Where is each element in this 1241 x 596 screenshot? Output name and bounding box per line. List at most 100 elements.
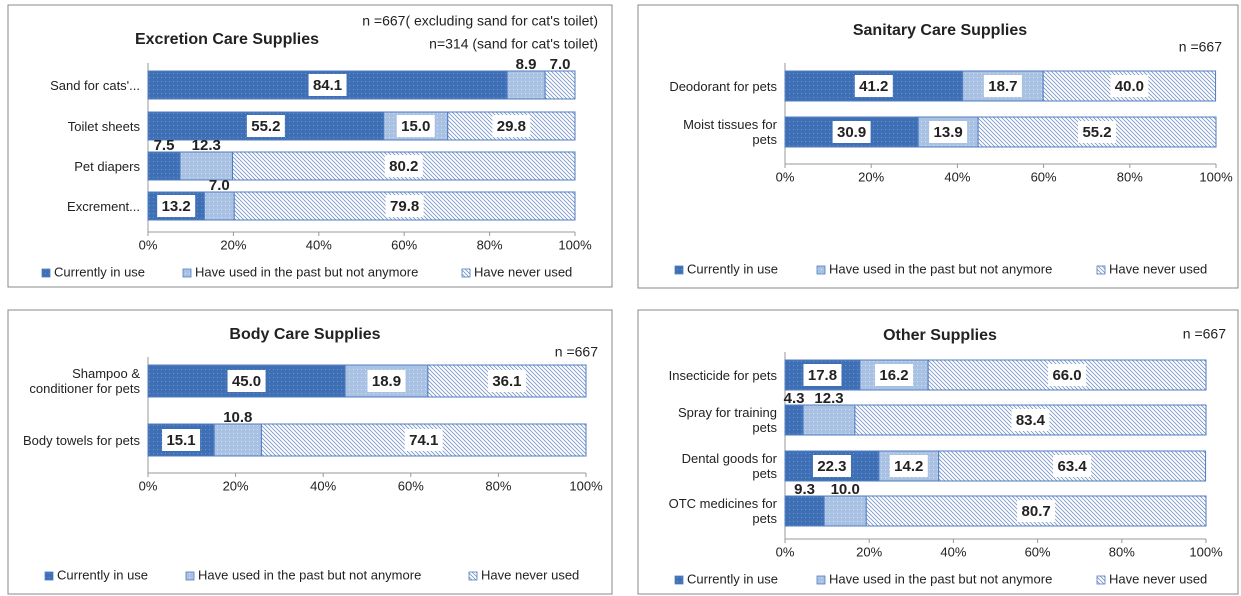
value-label-bg <box>889 455 928 477</box>
legend-swatch <box>41 268 51 278</box>
category-label-box: Spray for training pets <box>678 405 777 435</box>
category-label: Sand for cats'... <box>50 77 140 93</box>
category-label: Insecticide for pets <box>668 367 777 383</box>
legend-label: Currently in use <box>687 571 778 586</box>
value-label: 66.0 <box>1052 367 1081 384</box>
value-label: 16.2 <box>879 367 908 384</box>
value-label-bg <box>1048 364 1087 386</box>
value-label-bg <box>983 75 1022 97</box>
bar-segment <box>802 404 856 436</box>
value-label: 45.0 <box>232 373 261 390</box>
legend-swatch <box>816 265 826 275</box>
value-label: 83.4 <box>1016 412 1046 429</box>
x-tick-label: 40% <box>310 478 336 493</box>
x-tick-label: 80% <box>485 478 511 493</box>
category-label: OTC medicines for pets <box>668 496 777 526</box>
value-label: 4.3 <box>784 390 805 407</box>
value-label: 29.8 <box>497 118 526 135</box>
category-label-box: Deodorant for pets <box>669 79 777 94</box>
value-label-bg <box>487 370 526 392</box>
value-label: 9.3 <box>794 481 815 498</box>
category-label-box: Toilet sheets <box>67 118 140 134</box>
panel-frame <box>7 309 613 595</box>
value-label-bg <box>385 195 424 217</box>
value-label: 14.2 <box>894 458 923 475</box>
category-label-box: Insecticide for pets <box>668 367 777 383</box>
value-label-bg <box>875 364 914 386</box>
value-label: 7.0 <box>550 56 571 73</box>
bar-segment <box>506 70 546 100</box>
category-label-box: Excrement... <box>67 198 140 214</box>
legend-swatch <box>468 571 478 581</box>
value-label: 84.1 <box>313 77 342 94</box>
legend-swatch <box>1096 575 1106 585</box>
x-tick-label: 100% <box>569 478 603 493</box>
category-label-box: OTC medicines for pets <box>668 496 777 526</box>
x-tick-label: 20% <box>856 544 882 559</box>
category-label: Toilet sheets <box>67 118 140 134</box>
legend-swatch <box>44 571 54 581</box>
value-label: 63.4 <box>1058 458 1088 475</box>
x-tick-label: 80% <box>1109 544 1135 559</box>
x-tick-label: 80% <box>1117 169 1143 184</box>
value-label: 40.0 <box>1115 78 1144 95</box>
legend-label: Currently in use <box>57 567 148 582</box>
x-tick-label: 60% <box>398 478 424 493</box>
x-tick-label: 0% <box>776 169 795 184</box>
legend-label: Have never used <box>481 567 579 582</box>
x-tick-label: 20% <box>858 169 884 184</box>
category-label: Excrement... <box>67 198 140 214</box>
x-tick-label: 100% <box>1189 544 1223 559</box>
chart-title: Other Supplies <box>883 327 997 344</box>
category-label: Shampoo & conditioner for pets <box>29 366 140 396</box>
value-label: 7.0 <box>209 177 230 194</box>
legend-label: Currently in use <box>54 264 145 279</box>
value-label: 74.1 <box>409 432 438 449</box>
value-label: 18.7 <box>988 78 1017 95</box>
value-label: 12.3 <box>192 137 221 154</box>
x-tick-label: 40% <box>306 237 332 252</box>
value-label-bg <box>1011 409 1050 431</box>
legend-swatch <box>674 575 684 585</box>
chart-title: Excretion Care Supplies <box>135 31 319 48</box>
value-label-bg <box>812 455 851 477</box>
value-label: 41.2 <box>859 78 888 95</box>
panel-frame <box>7 4 613 288</box>
value-label: 18.9 <box>372 373 401 390</box>
category-label: Pet diapers <box>74 158 140 174</box>
legend-swatch <box>816 575 826 585</box>
x-tick-label: 60% <box>1031 169 1057 184</box>
category-label: Body towels for pets <box>22 432 140 448</box>
value-label: 79.8 <box>390 198 419 215</box>
bar-segment <box>213 423 262 457</box>
x-tick-label: 0% <box>776 544 795 559</box>
legend-swatch <box>185 571 195 581</box>
bar-segment <box>823 495 867 527</box>
bar-segment <box>784 404 804 436</box>
value-label-bg <box>157 195 196 217</box>
value-label-bg <box>227 370 266 392</box>
annotation: n =667( excluding sand for cat's toilet) <box>362 13 598 29</box>
category-label: Dental goods for pets <box>681 451 777 481</box>
value-label: 36.1 <box>492 373 521 390</box>
x-tick-label: 80% <box>477 237 503 252</box>
legend-swatch <box>1096 265 1106 275</box>
value-label: 80.7 <box>1022 503 1051 520</box>
category-label-box: Sand for cats'... <box>50 77 140 93</box>
value-label: 30.9 <box>837 124 866 141</box>
value-label: 80.2 <box>389 158 418 175</box>
x-tick-label: 20% <box>220 237 246 252</box>
x-tick-label: 40% <box>940 544 966 559</box>
legend-label: Have used in the past but not anymore <box>829 571 1052 586</box>
category-label-box: Shampoo & conditioner for pets <box>29 366 140 396</box>
category-label-box: Moist tissues for pets <box>683 117 777 147</box>
value-label-bg <box>396 115 435 137</box>
annotation: n =667 <box>1183 326 1226 342</box>
bar-segment <box>179 151 234 181</box>
value-label-bg <box>492 115 531 137</box>
value-label-bg <box>1110 75 1149 97</box>
x-tick-label: 100% <box>558 237 592 252</box>
x-tick-label: 20% <box>223 478 249 493</box>
value-label: 12.3 <box>814 390 843 407</box>
